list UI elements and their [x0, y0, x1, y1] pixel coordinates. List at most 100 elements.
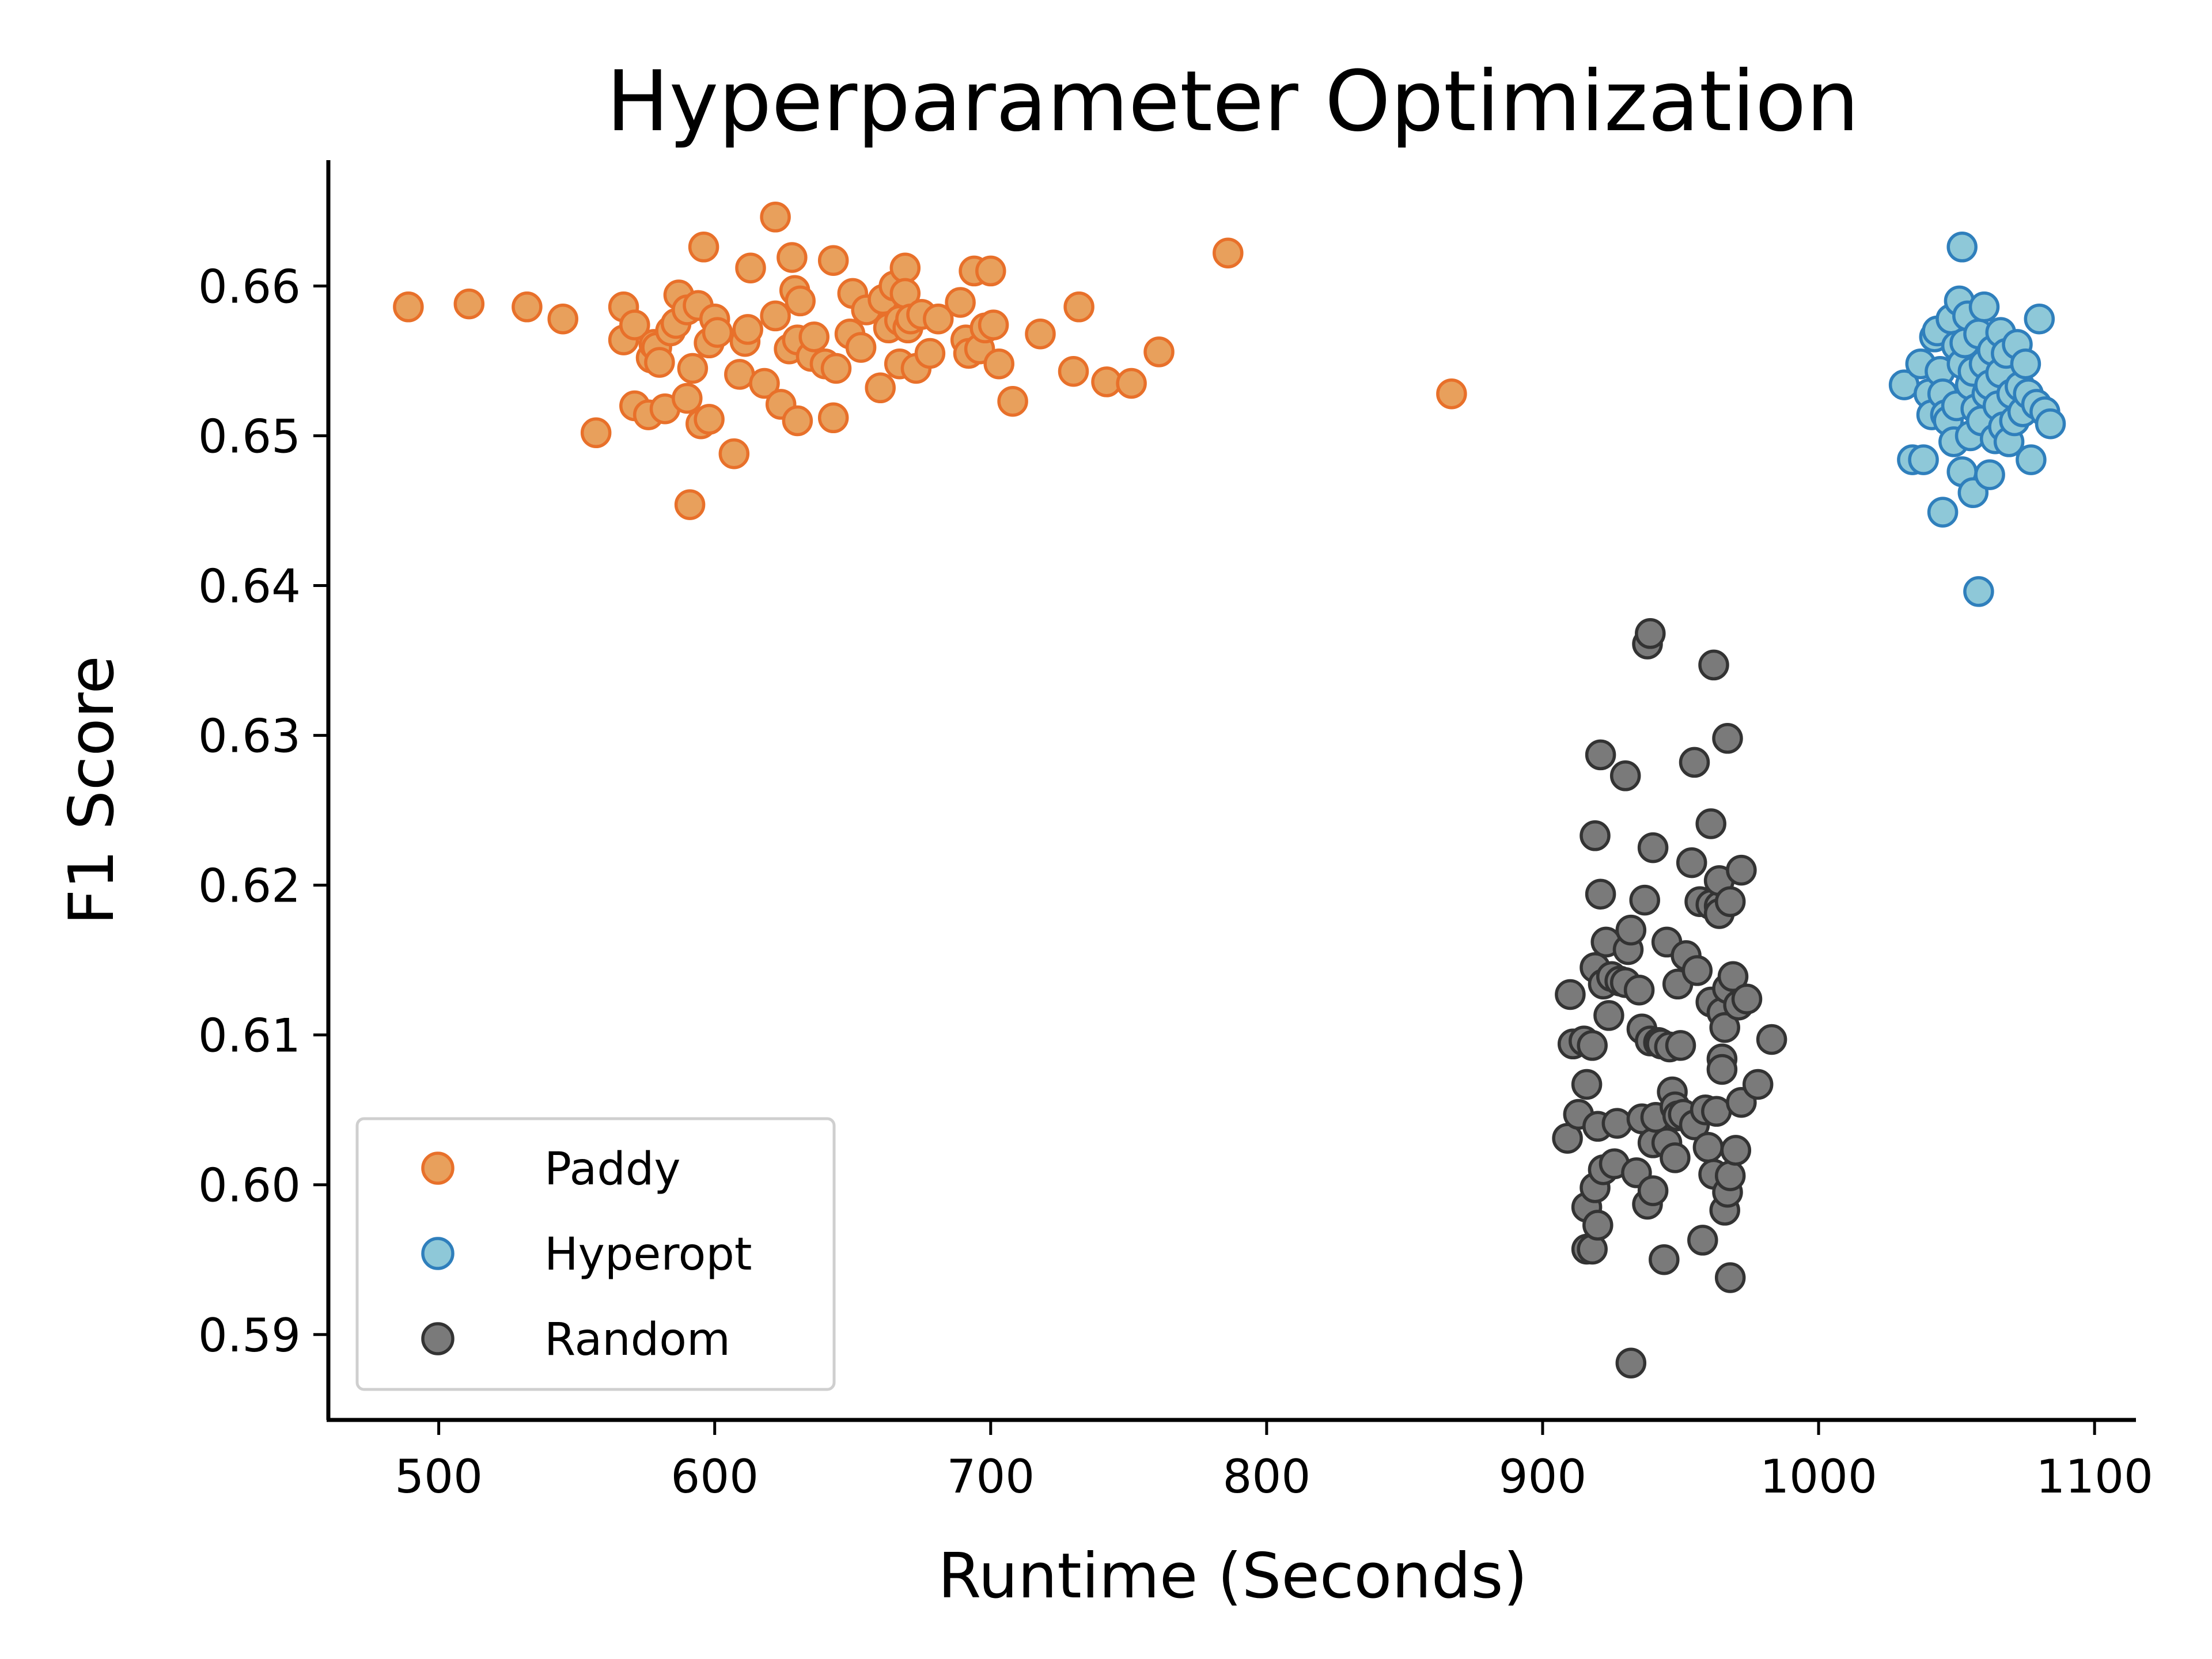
- paddy-point: [735, 252, 766, 283]
- hyperopt-point: [2024, 303, 2055, 335]
- random-point: [1726, 854, 1757, 886]
- random-point: [1731, 983, 1763, 1015]
- x-tick-label: 500: [395, 1450, 483, 1503]
- hyperopt-point: [1946, 232, 1978, 263]
- random-point: [1676, 847, 1707, 878]
- x-tick-label: 1000: [1760, 1450, 1877, 1503]
- paddy-point: [914, 338, 946, 369]
- hyperopt-point: [2016, 444, 2047, 475]
- random-point: [1698, 649, 1729, 681]
- x-tick-label: 700: [946, 1450, 1035, 1503]
- paddy-point: [782, 405, 813, 437]
- legend-entries: Paddy Hyperopt Random: [421, 1143, 752, 1366]
- paddy-point: [978, 309, 1009, 340]
- x-tick-label: 900: [1499, 1450, 1587, 1503]
- random-point: [1695, 808, 1726, 839]
- x-tick-label: 800: [1223, 1450, 1311, 1503]
- paddy-point: [512, 291, 543, 323]
- series-paddy: [393, 202, 1467, 520]
- y-tick-label: 0.61: [198, 1009, 301, 1063]
- paddy-point: [997, 385, 1028, 417]
- x-ticks: 500 600 700 800 900 1000 1100: [395, 1420, 2153, 1503]
- legend-label-hyperopt: Hyperopt: [544, 1229, 752, 1281]
- paddy-point: [865, 372, 896, 404]
- paddy-point: [845, 332, 877, 363]
- paddy-point: [644, 347, 675, 378]
- random-point: [1615, 914, 1647, 946]
- random-point: [1665, 1030, 1696, 1061]
- paddy-point: [718, 438, 750, 469]
- y-tick-label: 0.62: [198, 859, 301, 913]
- hyperopt-point: [1927, 497, 1959, 528]
- y-tick-label: 0.59: [198, 1309, 301, 1362]
- y-tick-label: 0.65: [198, 410, 301, 463]
- paddy-point: [393, 291, 424, 323]
- random-point: [1756, 1024, 1787, 1055]
- paddy-point: [677, 353, 709, 384]
- random-point: [1714, 886, 1746, 917]
- y-tick-label: 0.63: [198, 710, 301, 763]
- random-point: [1635, 618, 1666, 649]
- paddy-point: [760, 202, 791, 233]
- paddy-point: [619, 309, 650, 340]
- random-point: [1742, 1069, 1774, 1100]
- random-point: [1555, 979, 1586, 1010]
- paddy-point: [1058, 355, 1089, 387]
- series-random: [1552, 618, 1787, 1378]
- hyperopt-point: [2010, 348, 2041, 380]
- paddy-point: [1143, 336, 1175, 368]
- paddy-point: [983, 348, 1014, 380]
- random-point: [1637, 1175, 1669, 1206]
- random-point: [1687, 1225, 1718, 1256]
- random-point: [1593, 1000, 1624, 1031]
- paddy-point: [817, 245, 849, 276]
- chart-title: Hyperparameter Optimization: [607, 53, 1859, 150]
- paddy-point: [732, 314, 763, 345]
- y-axis-label: F1 Score: [56, 656, 128, 925]
- legend-label-random: Random: [544, 1314, 730, 1366]
- paddy-point: [453, 288, 485, 320]
- random-point: [1582, 1210, 1613, 1241]
- legend-box: [355, 1117, 836, 1391]
- y-ticks: 0.59 0.60 0.61 0.62 0.63 0.64 0.65 0.66: [198, 260, 328, 1362]
- random-point: [1601, 1108, 1633, 1139]
- random-point: [1585, 739, 1616, 771]
- paddy-point: [975, 255, 1006, 287]
- random-point: [1706, 1054, 1738, 1085]
- hyperopt-point: [1968, 291, 2000, 323]
- paddy-point: [798, 321, 830, 353]
- random-point: [1679, 747, 1710, 778]
- random-point: [1714, 1160, 1746, 1191]
- paddy-point: [945, 287, 976, 318]
- paddy-point: [674, 489, 706, 520]
- hyperopt-point: [1963, 576, 1994, 607]
- random-point: [1577, 1030, 1608, 1061]
- random-point: [1692, 1131, 1724, 1163]
- random-point: [1580, 820, 1611, 851]
- paddy-point: [672, 382, 703, 414]
- x-tick-label: 600: [671, 1450, 759, 1503]
- paddy-point: [1116, 368, 1147, 399]
- hyperopt-point: [2035, 408, 2066, 440]
- paddy-point: [547, 303, 578, 335]
- random-point: [1720, 1135, 1752, 1166]
- paddy-point: [889, 252, 921, 283]
- series-hyperopt: [1888, 232, 2066, 607]
- paddy-point: [580, 417, 612, 449]
- paddy-point: [785, 285, 816, 317]
- paddy-point: [1213, 237, 1244, 268]
- paddy-point: [777, 242, 808, 273]
- random-point: [1649, 1244, 1680, 1275]
- y-tick-label: 0.64: [198, 560, 301, 613]
- random-point: [1712, 723, 1743, 754]
- y-tick-label: 0.60: [198, 1159, 301, 1213]
- y-tick-label: 0.66: [198, 260, 301, 313]
- paddy-point: [749, 368, 780, 399]
- x-axis-label: Runtime (Seconds): [938, 1540, 1527, 1612]
- paddy-point: [1436, 378, 1467, 410]
- random-point: [1714, 1262, 1746, 1293]
- legend-marker-random: [421, 1322, 454, 1355]
- random-point: [1709, 1012, 1740, 1043]
- random-point: [1571, 1069, 1603, 1100]
